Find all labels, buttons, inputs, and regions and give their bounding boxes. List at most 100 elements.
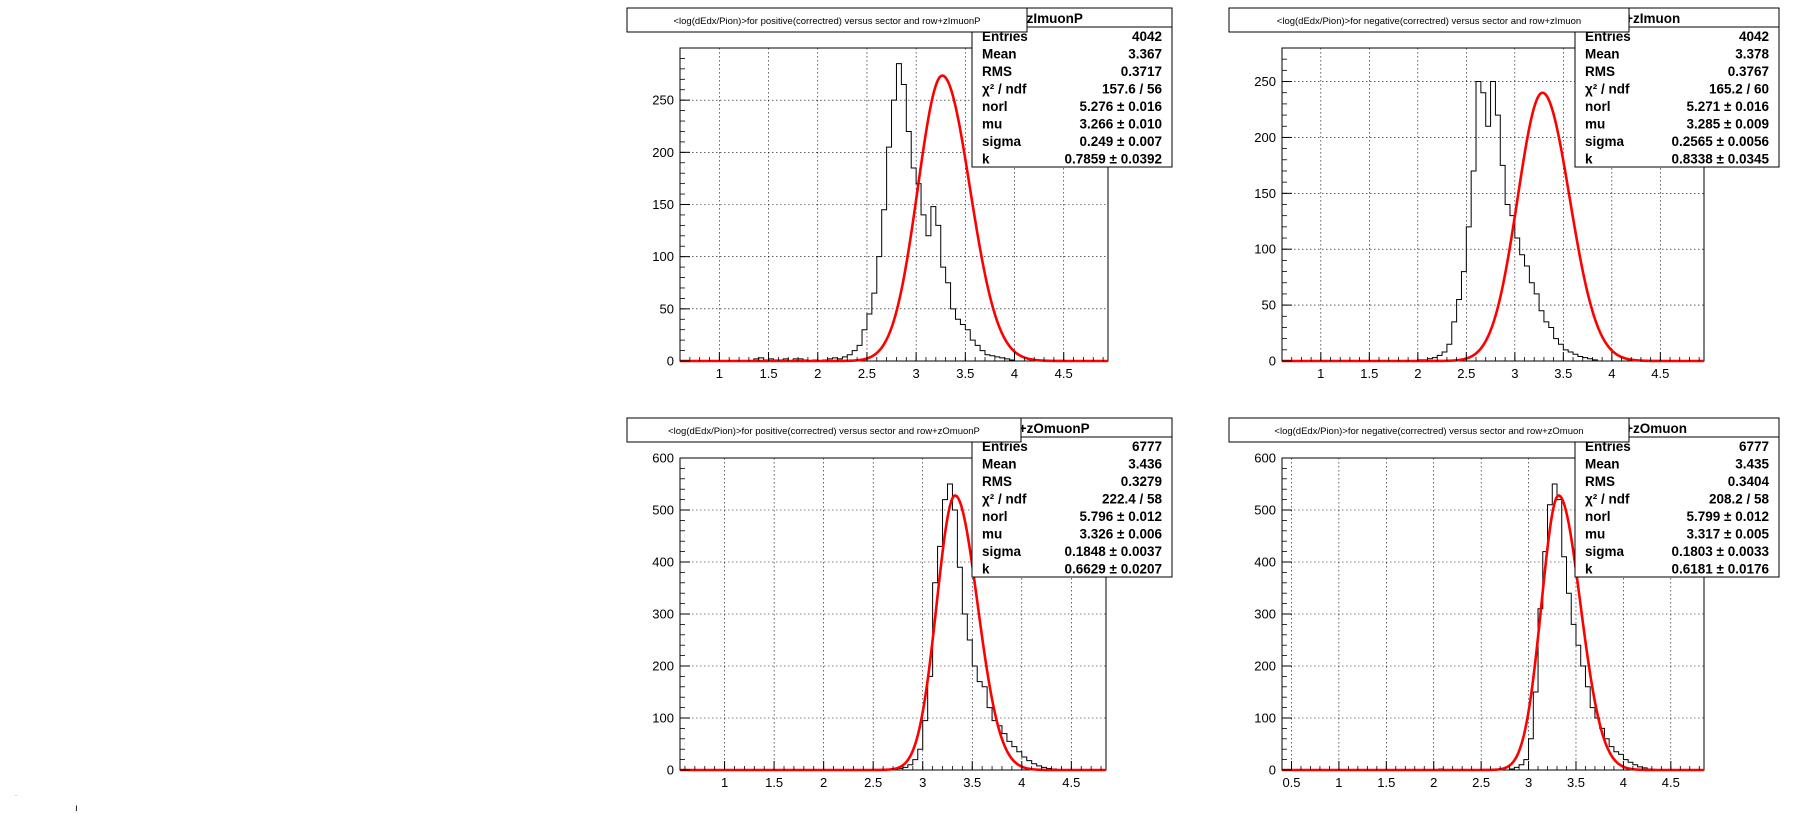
y-tick-label: 0: [667, 354, 674, 369]
stats-value: 3.436: [1128, 457, 1162, 472]
stats-label: Entries: [1585, 29, 1631, 44]
stray-mark: ·: [15, 793, 17, 799]
histogram-pad-2: 1 1.5 2 2.5 3 3.5 4 4.5050100150200250zlHe3+zIm…: [1228, 7, 1780, 381]
stats-value: 4042: [1132, 29, 1162, 44]
stats-value: 3.326 ± 0.006: [1080, 527, 1163, 542]
chart-title: <log(dEdx/Pion)>for positive(correctred)…: [673, 16, 980, 27]
stats-label: mu: [982, 527, 1002, 542]
stats-value: 222.4 / 58: [1102, 492, 1163, 507]
x-tick-label: 3: [913, 366, 920, 381]
x-tick-label: 4.5: [1651, 366, 1669, 381]
x-tick-label: 3.5: [963, 775, 981, 790]
fit-curve: [1282, 91, 1704, 363]
stats-value: 3.378: [1735, 47, 1769, 62]
y-tick-label: 100: [1254, 711, 1276, 726]
stats-value: 3.435: [1735, 457, 1769, 472]
stats-label: Entries: [982, 29, 1028, 44]
stats-label: norl: [982, 509, 1008, 524]
y-tick-label: 100: [652, 249, 674, 264]
histogram-pad-1: 1 1.5 2 2.5 3 3.5 4 4.5050100150200250lHe3P+zIm…: [626, 7, 1173, 381]
stats-box: [1574, 7, 1780, 168]
stats-label: norl: [1585, 509, 1611, 524]
x-tick-label: 1.5: [1360, 366, 1378, 381]
title-box: [626, 7, 1028, 33]
y-tick-label: 100: [652, 711, 674, 726]
stats-label: χ² / ndf: [1585, 82, 1630, 97]
y-tick-label: 500: [1254, 503, 1276, 518]
x-tick-label: 1: [716, 366, 723, 381]
y-tick-label: 600: [652, 451, 674, 466]
stats-label: RMS: [982, 64, 1012, 79]
title-box: [626, 417, 1022, 443]
stats-value: 165.2 / 60: [1709, 82, 1769, 97]
stray-glyph: ı: [75, 803, 78, 814]
stats-value: 0.3404: [1728, 474, 1770, 489]
x-tick-label: 2.5: [1457, 366, 1475, 381]
stats-value: 0.6629 ± 0.0207: [1065, 562, 1163, 577]
stats-value: 157.6 / 56: [1102, 82, 1163, 97]
stats-value: 0.3717: [1121, 64, 1162, 79]
stats-label: norl: [982, 99, 1008, 114]
stats-label: sigma: [1585, 134, 1625, 149]
x-tick-label: 1.5: [1377, 775, 1395, 790]
stats-value: 3.285 ± 0.009: [1687, 117, 1769, 132]
stats-label: mu: [1585, 117, 1605, 132]
stats-label: k: [982, 152, 990, 167]
y-tick-label: 200: [1254, 130, 1276, 145]
stats-value: 0.1803 ± 0.0033: [1672, 544, 1770, 559]
x-tick-label: 3.5: [1554, 366, 1572, 381]
histogram-pad-3: 1 1.5 2 2.5 3 3.5 4 4.50100200300400500600OHe3P…: [626, 417, 1173, 790]
stats-label: RMS: [982, 474, 1012, 489]
stats-label: Entries: [1585, 439, 1631, 454]
y-tick-label: 50: [1262, 298, 1276, 313]
y-tick-label: 400: [1254, 555, 1276, 570]
x-tick-label: 3: [1525, 775, 1532, 790]
stats-value: 0.3767: [1728, 64, 1769, 79]
title-box: [1228, 7, 1630, 33]
stats-label: sigma: [1585, 544, 1625, 559]
stats-value: 3.317 ± 0.005: [1687, 527, 1770, 542]
stats-value: 5.799 ± 0.012: [1687, 509, 1769, 524]
stats-label: RMS: [1585, 64, 1615, 79]
stats-label: norl: [1585, 99, 1611, 114]
x-tick-label: 1: [721, 775, 728, 790]
x-tick-label: 2: [1430, 775, 1437, 790]
stats-label: k: [1585, 562, 1593, 577]
stats-value: 0.2565 ± 0.0056: [1672, 134, 1770, 149]
x-tick-label: 1: [1317, 366, 1324, 381]
stats-value: 0.6181 ± 0.0176: [1672, 562, 1770, 577]
x-tick-label: 2: [820, 775, 827, 790]
y-tick-label: 200: [652, 145, 674, 160]
x-tick-label: 2.5: [858, 366, 876, 381]
y-tick-label: 600: [1254, 451, 1276, 466]
y-tick-label: 0: [667, 763, 674, 778]
stats-box: [971, 7, 1173, 168]
stats-value: 6777: [1739, 439, 1769, 454]
y-tick-label: 150: [652, 197, 674, 212]
x-tick-label: 4: [1018, 775, 1025, 790]
y-tick-label: 200: [652, 659, 674, 674]
stats-label: RMS: [1585, 474, 1615, 489]
x-tick-label: 3: [1511, 366, 1518, 381]
stats-label: k: [1585, 152, 1593, 167]
x-tick-label: 4: [1608, 366, 1615, 381]
y-tick-label: 50: [660, 301, 674, 316]
x-tick-label: 0.5: [1282, 775, 1300, 790]
stats-label: Mean: [1585, 47, 1620, 62]
stats-value: 5.276 ± 0.016: [1080, 99, 1163, 114]
stats-value: 5.271 ± 0.016: [1687, 99, 1770, 114]
x-tick-label: 1.5: [760, 366, 778, 381]
stats-label: χ² / ndf: [1585, 492, 1630, 507]
x-tick-label: 2.5: [864, 775, 882, 790]
x-tick-label: 1.5: [765, 775, 783, 790]
x-tick-label: 4.5: [1055, 366, 1073, 381]
y-tick-label: 100: [1254, 242, 1276, 257]
stats-value: 0.1848 ± 0.0037: [1065, 544, 1163, 559]
stats-label: χ² / ndf: [982, 492, 1027, 507]
x-tick-label: 2: [1414, 366, 1421, 381]
chart-title: <log(dEdx/Pion)>for negative(correctred)…: [1277, 16, 1581, 27]
stats-value: 0.249 ± 0.007: [1080, 134, 1162, 149]
x-tick-label: 4.5: [1662, 775, 1680, 790]
x-tick-label: 3: [919, 775, 926, 790]
